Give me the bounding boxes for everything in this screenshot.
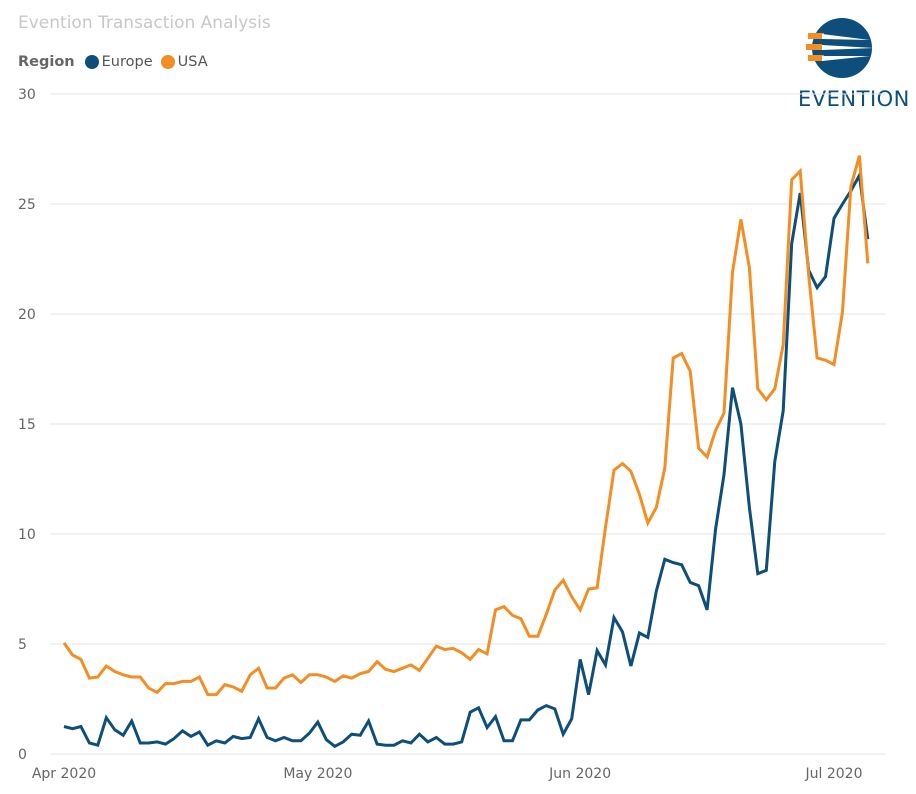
x-tick-label: Jul 2020 (805, 766, 863, 782)
x-tick-label: Apr 2020 (32, 766, 96, 782)
y-tick-label: 5 (18, 637, 27, 653)
y-tick-label: 25 (18, 197, 36, 213)
legend-label-europe: Europe (101, 54, 153, 70)
legend-marker-europe (84, 55, 99, 69)
legend-label-usa: USA (177, 54, 208, 70)
legend-marker-usa (160, 55, 175, 69)
legend-item-europe[interactable]: Europe (84, 54, 153, 70)
y-tick-label: 10 (18, 527, 36, 543)
x-tick-label: May 2020 (283, 766, 352, 782)
legend: Region Europe USA (18, 54, 216, 70)
series-line-usa (62, 155, 870, 697)
x-tick-label: Jun 2020 (548, 766, 611, 782)
y-tick-label: 15 (18, 417, 36, 433)
evention-logo-icon (806, 18, 874, 78)
y-tick-label: 20 (18, 307, 36, 323)
y-tick-label: 0 (18, 747, 27, 763)
y-tick-label: 30 (18, 87, 36, 103)
series-line-europe (63, 170, 870, 749)
legend-title: Region (18, 54, 75, 70)
logo-text: EVENTION (798, 87, 910, 111)
chart-title: Evention Transaction Analysis (18, 13, 271, 33)
legend-item-usa[interactable]: USA (160, 54, 208, 70)
